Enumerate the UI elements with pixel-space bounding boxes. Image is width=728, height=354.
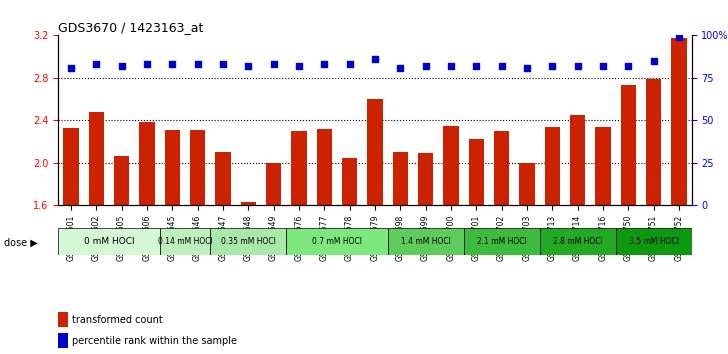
Bar [89,112,104,205]
Bar [671,38,687,205]
Point [496,63,507,69]
Text: dose ▶: dose ▶ [4,238,37,247]
Point [191,62,203,67]
Bar [392,152,408,205]
Bar [63,128,79,205]
Text: 2.1 mM HOCl: 2.1 mM HOCl [477,237,526,246]
Point [217,62,229,67]
Bar [519,163,534,205]
Point [318,62,330,67]
Point [673,34,685,40]
Bar [646,79,661,205]
Text: 0.35 mM HOCl: 0.35 mM HOCl [221,237,276,246]
Text: 2.8 mM HOCl: 2.8 mM HOCl [553,237,603,246]
Bar [443,126,459,205]
Point [597,63,609,69]
Bar [190,130,205,205]
Bar [58,312,68,327]
Point [622,63,634,69]
FancyBboxPatch shape [464,228,539,255]
Text: 0.7 mM HOCl: 0.7 mM HOCl [312,237,362,246]
FancyBboxPatch shape [539,228,616,255]
Point [344,62,355,67]
FancyBboxPatch shape [616,228,692,255]
Text: 0.14 mM HOCl: 0.14 mM HOCl [157,237,213,246]
Text: GDS3670 / 1423163_at: GDS3670 / 1423163_at [58,21,204,34]
Point [116,63,127,69]
Bar [266,163,281,205]
Bar [418,153,433,205]
Point [470,63,482,69]
Point [521,65,533,70]
Point [369,56,381,62]
Text: percentile rank within the sample: percentile rank within the sample [72,336,237,346]
Bar [368,99,382,205]
FancyBboxPatch shape [159,228,210,255]
Text: 1.4 mM HOCl: 1.4 mM HOCl [400,237,451,246]
Bar [596,127,611,205]
Bar [215,152,231,205]
Text: 0 mM HOCl: 0 mM HOCl [84,237,134,246]
Point [141,62,153,67]
FancyBboxPatch shape [210,228,286,255]
Point [571,63,583,69]
Point [445,63,456,69]
Bar [165,130,180,205]
Point [547,63,558,69]
FancyBboxPatch shape [58,228,159,255]
FancyBboxPatch shape [286,228,387,255]
Bar [241,202,256,205]
FancyBboxPatch shape [387,228,464,255]
Bar [139,122,154,205]
Bar [342,158,357,205]
Bar [291,131,306,205]
Bar [114,156,129,205]
Point [395,65,406,70]
Point [648,58,660,64]
Bar [494,131,509,205]
Text: transformed count: transformed count [72,315,163,325]
Bar [570,115,585,205]
Bar [621,85,636,205]
Point [420,63,432,69]
Bar [469,139,484,205]
Point [65,65,76,70]
Point [293,63,305,69]
Bar [317,129,332,205]
Bar [58,333,68,348]
Bar [545,127,560,205]
Point [242,63,254,69]
Point [167,62,178,67]
Text: 3.5 mM HOCl: 3.5 mM HOCl [628,237,678,246]
Point [268,62,280,67]
Point [90,62,102,67]
